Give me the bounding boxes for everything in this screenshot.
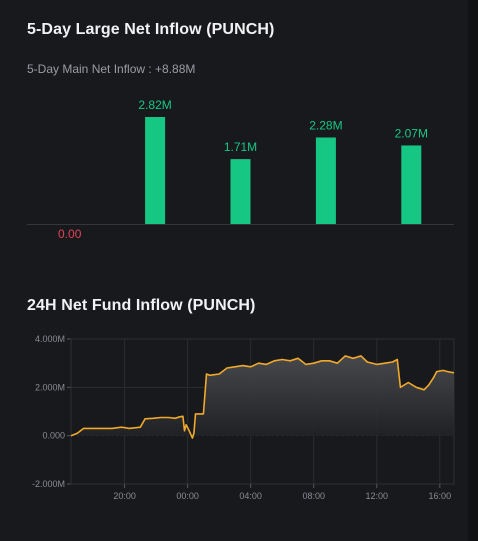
x-tick-label: 04:00 [239,491,262,501]
scrollbar[interactable] [468,0,478,541]
x-tick-label: 16:00 [429,491,452,501]
net-fund-inflow-line-chart: 4.000M 2.000M 0.000 -2.000M 20:00 00:00 04:00 0… [32,334,455,501]
y-tick-label: 4.000M [35,334,65,344]
large-net-inflow-title: 5-Day Large Net Inflow (PUNCH) [27,21,275,38]
main-net-inflow-summary: 5-Day Main Net Inflow : +8.88M [27,62,196,76]
bar-value-label: 0.00 [58,227,82,241]
x-tick-label: 00:00 [176,491,199,501]
bar-value-label: 2.82M [138,98,171,112]
large-net-inflow-bar-chart: 0.00 2.82M 1.71M 2.28M 2.07M [27,98,454,241]
inflow-bar[interactable] [401,145,422,224]
fund-flow-panel: 5-Day Large Net Inflow (PUNCH) 5-Day Mai… [27,21,455,501]
bar-value-label: 1.71M [224,140,257,154]
bar-value-label: 2.28M [309,118,342,132]
inflow-bar[interactable] [145,117,166,224]
y-tick-label: -2.000M [32,479,65,489]
x-tick-label: 20:00 [113,491,136,501]
inflow-bar[interactable] [315,137,336,224]
y-tick-label: 2.000M [35,382,65,392]
net-fund-inflow-title: 24H Net Fund Inflow (PUNCH) [27,297,256,314]
inflow-bar[interactable] [230,159,251,224]
inflow-series-line[interactable] [70,355,455,439]
x-tick-label: 08:00 [302,491,325,501]
bar-value-label: 2.07M [395,126,428,140]
y-tick-label: 0.000 [42,431,65,441]
x-tick-label: 12:00 [366,491,389,501]
inflow-area-fill [71,355,454,439]
